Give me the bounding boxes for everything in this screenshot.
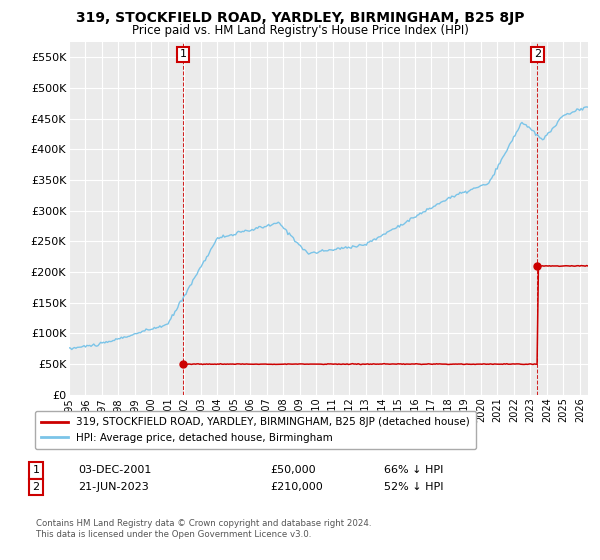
Text: Price paid vs. HM Land Registry's House Price Index (HPI): Price paid vs. HM Land Registry's House … [131,24,469,36]
Text: £50,000: £50,000 [270,465,316,475]
Text: 66% ↓ HPI: 66% ↓ HPI [384,465,443,475]
Legend: 319, STOCKFIELD ROAD, YARDLEY, BIRMINGHAM, B25 8JP (detached house), HPI: Averag: 319, STOCKFIELD ROAD, YARDLEY, BIRMINGHA… [35,411,476,449]
Text: 2: 2 [533,49,541,59]
Text: 21-JUN-2023: 21-JUN-2023 [78,482,149,492]
Text: 319, STOCKFIELD ROAD, YARDLEY, BIRMINGHAM, B25 8JP: 319, STOCKFIELD ROAD, YARDLEY, BIRMINGHA… [76,11,524,25]
Text: 52% ↓ HPI: 52% ↓ HPI [384,482,443,492]
Text: 03-DEC-2001: 03-DEC-2001 [78,465,151,475]
Text: 1: 1 [179,49,187,59]
Text: £210,000: £210,000 [270,482,323,492]
Text: Contains HM Land Registry data © Crown copyright and database right 2024.: Contains HM Land Registry data © Crown c… [36,519,371,528]
Text: 1: 1 [32,465,40,475]
Text: 2: 2 [32,482,40,492]
Text: This data is licensed under the Open Government Licence v3.0.: This data is licensed under the Open Gov… [36,530,311,539]
